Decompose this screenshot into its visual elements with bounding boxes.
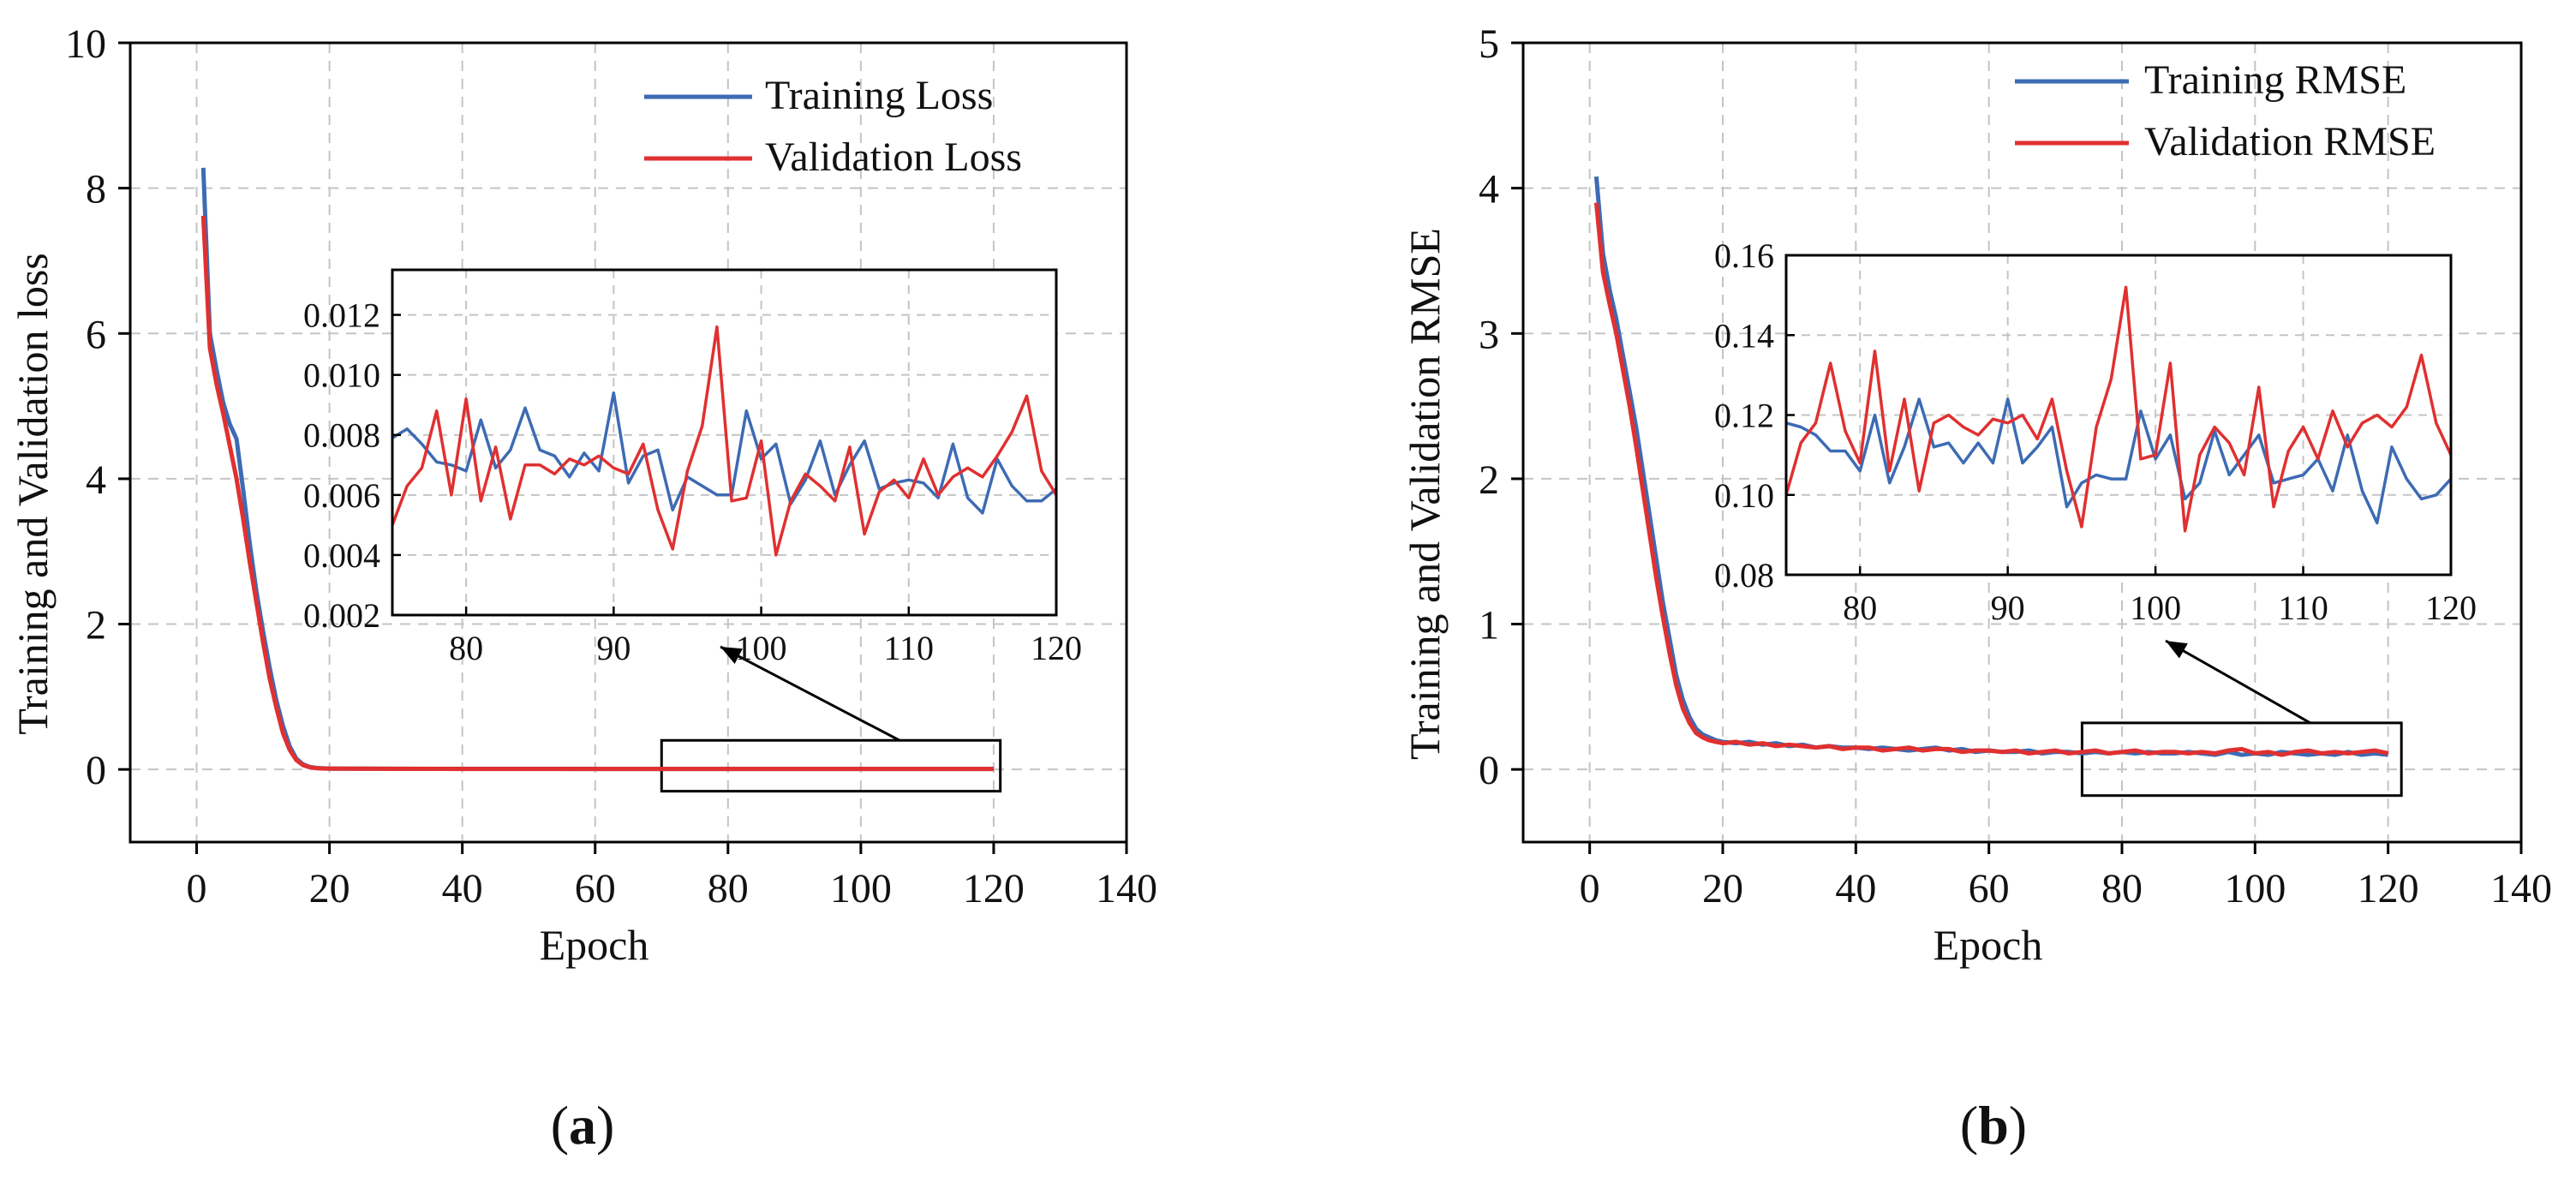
x-tick-label: 100: [830, 866, 892, 911]
inset-y-tick-label: 0.012: [303, 296, 380, 335]
zoom-region: [2080, 639, 2403, 798]
inset-x-tick-label: 110: [884, 629, 935, 667]
y-tick-label: 8: [86, 167, 106, 212]
legend-label-training-rmse: Training RMSE: [2144, 57, 2406, 103]
y-tick-label: 2: [86, 603, 106, 648]
inset-ticks: 80 90 100 110 120 0.002 0.004 0.006 0.008 0.010 0.…: [303, 296, 1082, 667]
inset-y-tick-label: 0.16: [1714, 236, 1774, 275]
inset-line-training-rmse: [1785, 397, 2453, 525]
inset-y-tick-label: 0.08: [1714, 556, 1774, 594]
legend-label-validation-rmse: Validation RMSE: [2144, 119, 2436, 164]
legend-label-training-loss: Training Loss: [765, 73, 993, 118]
zoom-arrow: [720, 645, 900, 742]
y-tick-label: 4: [1479, 167, 1499, 212]
inset-y-tick-label: 0.002: [303, 596, 380, 635]
x-tick-label: 40: [1835, 866, 1876, 911]
series-line-validation-rmse: [1593, 202, 2389, 757]
y-tick-label: 0: [1479, 748, 1499, 793]
series-lines: [200, 167, 994, 772]
panel-a: 0 20 40 60 80 100 120 140 0 2 4 6 8 10 Epoch Training…: [9, 21, 1157, 1156]
inset-y-tick-label: 0.010: [303, 356, 380, 395]
y-tick-label: 1: [1479, 603, 1499, 648]
series-lines: [1593, 176, 2389, 757]
inset-line-training-loss: [391, 391, 1058, 515]
inset-y-tick-label: 0.008: [303, 416, 380, 455]
inset-y-tick-label: 0.004: [303, 536, 380, 575]
panel-caption-letter: a: [569, 1095, 596, 1156]
panel-caption-letter: b: [1978, 1095, 2009, 1156]
x-tick-label: 20: [309, 866, 350, 911]
inset-x-tick-label: 80: [1843, 589, 1877, 627]
x-axis-label: Epoch: [540, 921, 649, 969]
x-tick-label: 40: [442, 866, 483, 911]
inset-line-validation-loss: [391, 325, 1058, 557]
panel-b: 0 20 40 60 80 100 120 140 0 1 2 3 4 5 Epoch Training …: [1401, 21, 2552, 1156]
series-line-validation-loss: [200, 215, 994, 772]
inset-x-tick-label: 120: [2425, 589, 2477, 627]
x-tick-label: 60: [575, 866, 616, 911]
legend: Training Loss Validation Loss: [644, 73, 1022, 180]
y-tick-label: 3: [1479, 312, 1499, 357]
inset-y-tick-label: 0.006: [303, 476, 380, 515]
x-tick-label: 80: [708, 866, 749, 911]
y-tick-label: 4: [86, 457, 106, 503]
x-tick-label: 120: [963, 866, 1025, 911]
inset-grid: [392, 270, 1056, 615]
inset-frame: [391, 268, 1058, 617]
inset-grid: [1786, 255, 2451, 575]
inset-chart: 80 90 100 110 120 0.08 0.10 0.12 0.14 0.16: [1714, 236, 2477, 627]
plot-frame: [129, 41, 1128, 844]
axis-ticks: 0 20 40 60 80 100 120 140 0 1 2 3 4 5: [1479, 21, 2552, 911]
x-tick-label: 140: [1096, 866, 1157, 911]
y-axis-label: Training and Validation loss: [9, 253, 57, 735]
inset-x-tick-label: 120: [1031, 629, 1082, 667]
x-axis-label: Epoch: [1933, 921, 2043, 969]
legend: Training RMSE Validation RMSE: [2015, 57, 2436, 164]
inset-chart: 80 90 100 110 120 0.002 0.004 0.006 0.008 0.010 0.…: [303, 268, 1082, 667]
inset-x-tick-label: 80: [449, 629, 483, 667]
inset-y-tick-label: 0.14: [1714, 316, 1774, 355]
x-tick-label: 80: [2101, 866, 2143, 911]
y-tick-label: 2: [1479, 457, 1499, 503]
plot-frame: [1521, 41, 2523, 844]
inset-x-tick-label: 110: [2278, 589, 2328, 627]
x-tick-label: 60: [1969, 866, 2010, 911]
inset-line-validation-rmse: [1784, 285, 2453, 533]
x-tick-label: 100: [2224, 866, 2286, 911]
legend-label-validation-loss: Validation Loss: [765, 134, 1022, 180]
zoom-box: [2080, 721, 2403, 798]
inset-background: [392, 270, 1056, 615]
inset-y-tick-label: 0.10: [1714, 476, 1774, 515]
zoom-region: [660, 645, 1002, 793]
zoom-arrowhead: [720, 647, 743, 664]
axis-ticks: 0 20 40 60 80 100 120 140 0 2 4 6 8 10: [65, 21, 1157, 911]
x-tick-label: 140: [2490, 866, 2552, 911]
y-tick-label: 5: [1479, 21, 1499, 67]
x-tick-label: 0: [187, 866, 207, 911]
y-axis-label: Training and Validation RMSE: [1401, 228, 1449, 760]
inset-x-tick-label: 100: [2130, 589, 2181, 627]
inset-x-tick-label: 90: [1991, 589, 2025, 627]
zoom-arrow: [2165, 639, 2311, 725]
inset-x-tick-label: 100: [736, 629, 787, 667]
y-tick-label: 10: [65, 21, 106, 67]
x-tick-label: 20: [1702, 866, 1743, 911]
panel-caption: (b): [1960, 1095, 2027, 1156]
zoom-box: [660, 738, 1002, 793]
inset-ticks: 80 90 100 110 120 0.08 0.10 0.12 0.14 0.16: [1714, 236, 2477, 627]
inset-x-tick-label: 90: [596, 629, 631, 667]
x-tick-label: 120: [2358, 866, 2419, 911]
zoom-arrowhead: [2166, 641, 2188, 659]
y-tick-label: 0: [86, 748, 106, 793]
inset-y-tick-label: 0.12: [1714, 397, 1774, 435]
x-tick-label: 0: [1580, 866, 1600, 911]
panel-caption: (a): [551, 1095, 615, 1156]
y-tick-label: 6: [86, 312, 106, 357]
